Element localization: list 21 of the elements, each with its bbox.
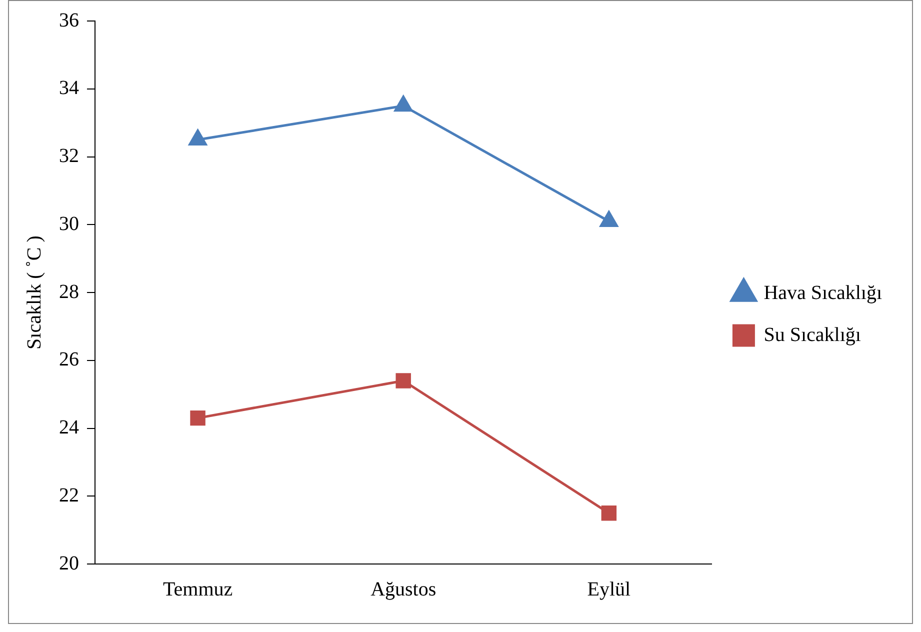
point (601, 505, 617, 521)
x-tick-label: Ağustos (370, 578, 436, 600)
legend-label: Su Sıcaklığı (764, 324, 862, 346)
y-axis-title: Sıcaklık ( ˚C ) (23, 236, 46, 350)
y-tick-label: 36 (59, 9, 79, 32)
legend-label: Hava Sıcaklığı (764, 282, 882, 304)
point (188, 130, 207, 146)
y-tick-label: 20 (59, 552, 79, 574)
y-tick-label: 34 (59, 77, 79, 100)
point (190, 410, 206, 426)
point (600, 210, 618, 227)
y-tick-label: 26 (59, 348, 79, 371)
y-tick-label: 22 (59, 484, 79, 506)
point (396, 373, 411, 388)
y-tick-label: 30 (59, 212, 79, 235)
y-tick-label: 32 (59, 145, 79, 167)
y-tick-label: 24 (59, 416, 79, 438)
point (394, 96, 412, 112)
x-tick-label: Eylül (587, 578, 632, 600)
x-tick-label: Temmuz (162, 578, 233, 600)
y-tick-label: 28 (59, 280, 79, 303)
